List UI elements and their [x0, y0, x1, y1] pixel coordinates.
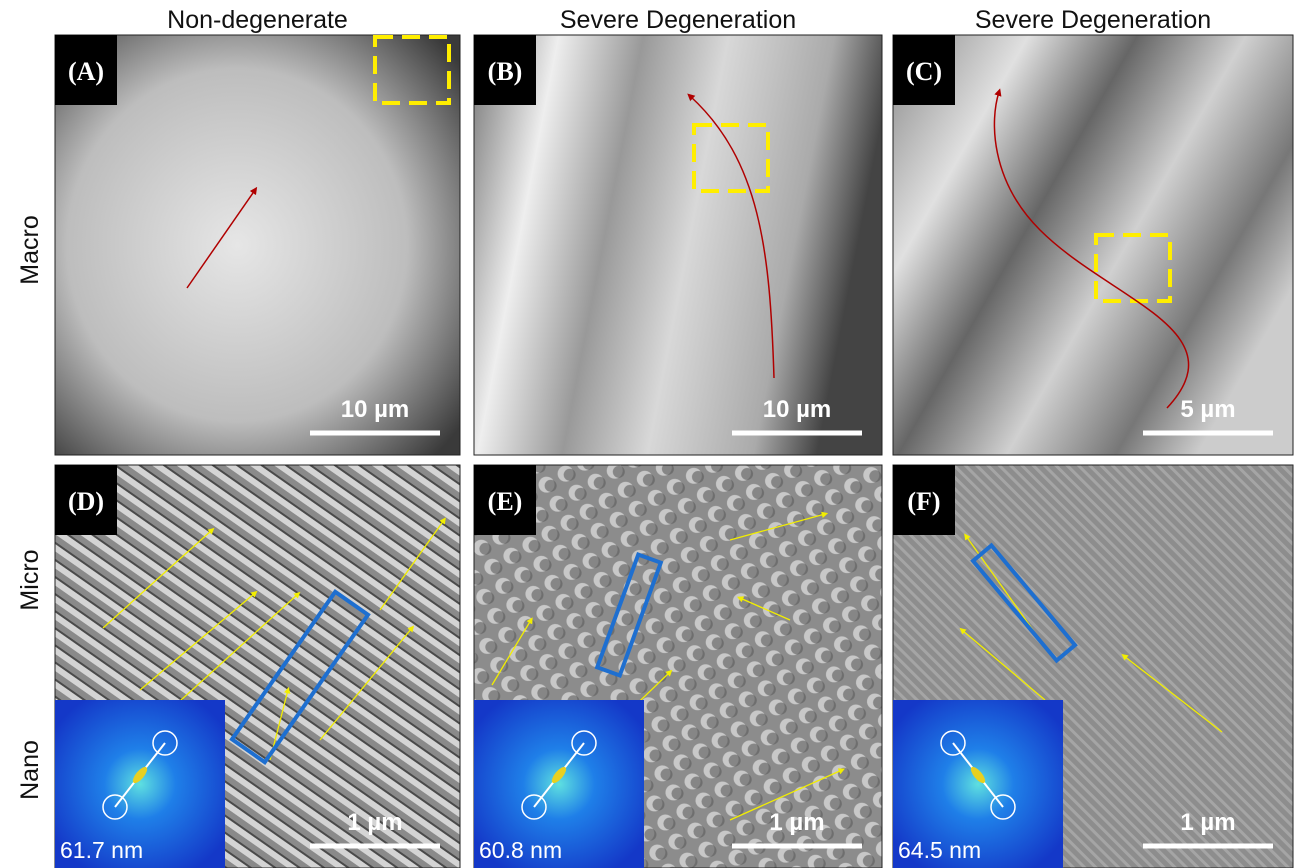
panel-label: (D)	[68, 487, 104, 516]
scale-bar-label: 10 µm	[341, 396, 410, 423]
panel-label: (C)	[906, 57, 942, 86]
column-title: Non-degenerate	[167, 6, 348, 34]
row-label: Macro	[16, 215, 44, 284]
panel-label: (A)	[68, 57, 104, 86]
scale-bar-label: 1 µm	[1180, 809, 1235, 836]
panel-label: (F)	[907, 487, 940, 516]
row-label: Nano	[16, 740, 44, 800]
panel-label: (E)	[488, 487, 523, 516]
column-title: Severe Degeneration	[975, 6, 1211, 34]
figure: Non-degenerate Severe Degeneration Severe …	[0, 0, 1295, 868]
scale-bar-label: 10 µm	[763, 396, 832, 423]
column-title: Severe Degeneration	[560, 6, 796, 34]
panel-label: (B)	[488, 57, 523, 86]
scale-bar-label: 1 µm	[769, 809, 824, 836]
fft-period: 60.8 nm	[479, 837, 562, 863]
fft-period: 61.7 nm	[60, 837, 143, 863]
row-label: Micro	[16, 549, 44, 610]
scale-bar-label: 5 µm	[1180, 396, 1235, 423]
scale-bar-label: 1 µm	[347, 809, 402, 836]
fft-period: 64.5 nm	[898, 837, 981, 863]
